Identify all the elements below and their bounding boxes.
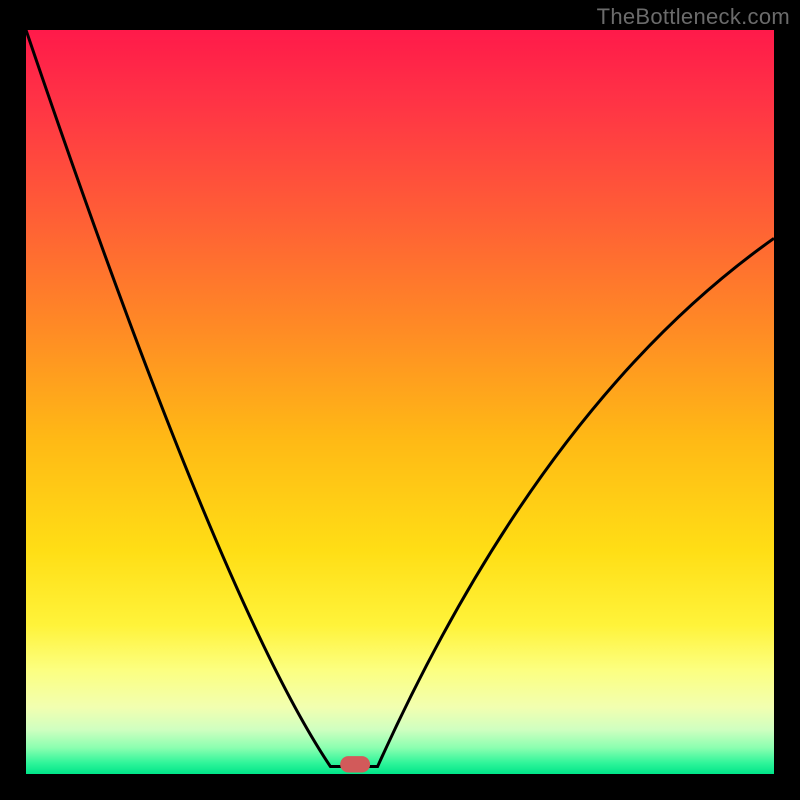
gradient-background [26, 30, 774, 774]
chart-frame: TheBottleneck.com [0, 0, 800, 800]
plot-svg [26, 30, 774, 774]
optimum-marker [340, 756, 370, 772]
plot-area [26, 30, 774, 774]
watermark-text: TheBottleneck.com [597, 4, 790, 30]
